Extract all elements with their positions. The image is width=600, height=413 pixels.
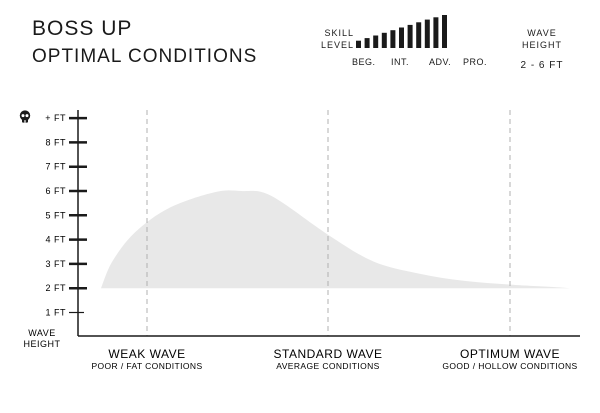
skill-bar — [356, 40, 361, 48]
skill-tick-pro: PRO. — [463, 57, 488, 67]
chart-subtitle: OPTIMAL CONDITIONS — [32, 46, 258, 67]
wave-height-label-line2: HEIGHT — [521, 40, 562, 50]
y-axis-label-line2: HEIGHT — [23, 339, 60, 349]
x-category-label: OPTIMUM WAVE — [460, 347, 560, 361]
skill-tick-advanced: ADV. — [429, 57, 452, 67]
title-block: BOSS UP OPTIMAL CONDITIONS — [32, 16, 257, 70]
x-category-label: WEAK WAVE — [108, 347, 185, 361]
skill-bar — [407, 24, 413, 48]
skill-level-label: SKILL LEVEL — [304, 27, 354, 51]
x-category-sublabel: AVERAGE CONDITIONS — [276, 361, 379, 371]
y-tick-label: 5 FT — [45, 210, 66, 220]
y-tick-label: 7 FT — [45, 162, 66, 172]
wave-height-range: 2 - 6 FT — [520, 60, 564, 71]
skill-bar — [442, 15, 447, 48]
y-tick-label: 2 FT — [45, 283, 66, 293]
y-tick-label: 4 FT — [45, 235, 66, 245]
y-tick-label: 1 FT — [45, 308, 66, 318]
x-category-sublabel: GOOD / HOLLOW CONDITIONS — [442, 361, 577, 371]
skill-bar — [416, 22, 422, 48]
wave-height-label-line1: WAVE — [527, 28, 557, 38]
skill-label-line2: LEVEL — [320, 40, 354, 50]
skill-bar — [364, 38, 370, 48]
skill-tick-intermediate: INT. — [391, 57, 410, 67]
y-tick-label: 3 FT — [45, 259, 66, 269]
y-tick-label: + FT — [45, 113, 66, 123]
skill-bar — [399, 27, 404, 48]
skill-bar — [433, 17, 439, 48]
chart-title: BOSS UP — [32, 17, 133, 40]
y-axis-label-line1: WAVE — [28, 328, 56, 338]
skill-bar — [381, 32, 387, 48]
optimal-conditions-area — [101, 190, 570, 289]
skill-bar — [424, 19, 430, 48]
y-tick-label: 6 FT — [45, 186, 66, 196]
skull-icon — [19, 110, 31, 123]
skill-level-ticks: BEG. INT. ADV. PRO. — [350, 57, 490, 69]
wave-height-block: WAVE HEIGHT 2 - 6 FT — [512, 27, 572, 71]
x-category-sublabel: POOR / FAT CONDITIONS — [91, 361, 202, 371]
skill-bar — [373, 35, 379, 48]
y-tick-label: 8 FT — [45, 137, 66, 147]
x-category-label: STANDARD WAVE — [274, 347, 383, 361]
skill-label-line1: SKILL — [324, 28, 354, 38]
skill-bar — [390, 30, 396, 48]
skill-tick-beginner: BEG. — [352, 57, 376, 67]
